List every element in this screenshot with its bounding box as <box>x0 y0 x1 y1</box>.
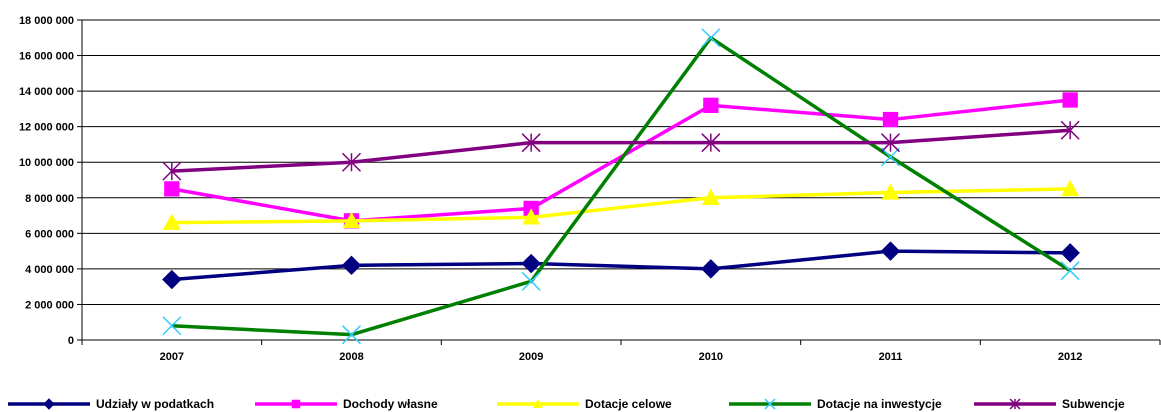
data-point <box>164 181 180 197</box>
data-point <box>533 399 543 408</box>
data-point <box>291 399 301 409</box>
legend: Udziały w podatkach Dochody własne Dotacje… <box>8 397 1125 411</box>
x-tick-label: 2009 <box>519 351 543 363</box>
series-line <box>171 249 1071 282</box>
data-point <box>1060 243 1080 263</box>
y-tick-label: 12 000 000 <box>19 122 74 134</box>
legend-label: Dochody własne <box>343 397 438 411</box>
data-point <box>881 183 900 200</box>
data-point <box>701 188 720 205</box>
legend-label: Subwencje <box>1062 397 1125 411</box>
legend-item: Udziały w podatkach <box>8 397 214 411</box>
x-tick-label: 2010 <box>699 351 723 363</box>
y-tick-label: 10 000 000 <box>19 157 74 169</box>
series-0 <box>162 241 1080 290</box>
data-point <box>341 152 362 172</box>
data-point <box>341 255 362 276</box>
data-point <box>1061 179 1080 197</box>
data-point <box>1062 92 1078 108</box>
series-4 <box>162 120 1080 181</box>
legend-label: Dotacje celowe <box>585 397 672 411</box>
data-point <box>701 259 721 279</box>
data-point <box>341 325 362 345</box>
series-2 <box>162 179 1080 230</box>
data-point <box>521 133 541 153</box>
data-point <box>162 316 182 336</box>
data-point <box>521 253 541 274</box>
data-point <box>882 111 899 128</box>
data-point <box>521 271 541 291</box>
data-point <box>1060 120 1080 140</box>
series-3 <box>162 28 1080 345</box>
data-point <box>880 241 901 261</box>
legend-item: Dotacje na inwestycje <box>729 397 942 411</box>
legend-label: Udziały w podatkach <box>96 397 214 411</box>
data-point <box>880 133 901 153</box>
series-line <box>171 187 1071 225</box>
y-tick-label: 6 000 000 <box>25 228 74 240</box>
series-line <box>171 36 1072 337</box>
series-line <box>171 128 1071 173</box>
data-point <box>162 213 181 230</box>
data-point <box>162 161 182 181</box>
data-point <box>880 147 901 167</box>
data-point <box>162 269 182 290</box>
data-point <box>703 97 719 113</box>
axes: 0 2 000 000 4 000 000 6 000 000 8 000 000 10 … <box>19 15 1161 363</box>
x-tick-label: 2012 <box>1058 351 1082 363</box>
y-tick-label: 4 000 000 <box>25 264 74 276</box>
data-point <box>1009 398 1021 410</box>
data-point <box>764 398 776 410</box>
y-tick-label: 14 000 000 <box>19 86 74 98</box>
x-tick-label: 2011 <box>879 351 903 363</box>
data-point <box>43 398 55 410</box>
y-tick-label: 0 <box>68 335 74 347</box>
data-point <box>342 211 361 229</box>
y-tick-label: 2 000 000 <box>25 299 74 311</box>
data-point <box>522 208 541 225</box>
x-tick-label: 2008 <box>339 351 363 363</box>
legend-item: Subwencje <box>974 397 1125 411</box>
legend-label: Dotacje na inwestycje <box>817 397 942 411</box>
legend-item: Dotacje celowe <box>497 397 672 411</box>
series-lines <box>162 28 1080 345</box>
y-tick-label: 16 000 000 <box>19 51 74 63</box>
legend-item: Dochody własne <box>255 397 438 411</box>
data-point <box>1060 261 1080 281</box>
y-tick-label: 8 000 000 <box>25 193 74 205</box>
data-point <box>701 133 721 153</box>
data-point <box>701 28 721 48</box>
x-tick-label: 2007 <box>160 351 184 363</box>
y-tick-label: 18 000 000 <box>19 15 74 27</box>
